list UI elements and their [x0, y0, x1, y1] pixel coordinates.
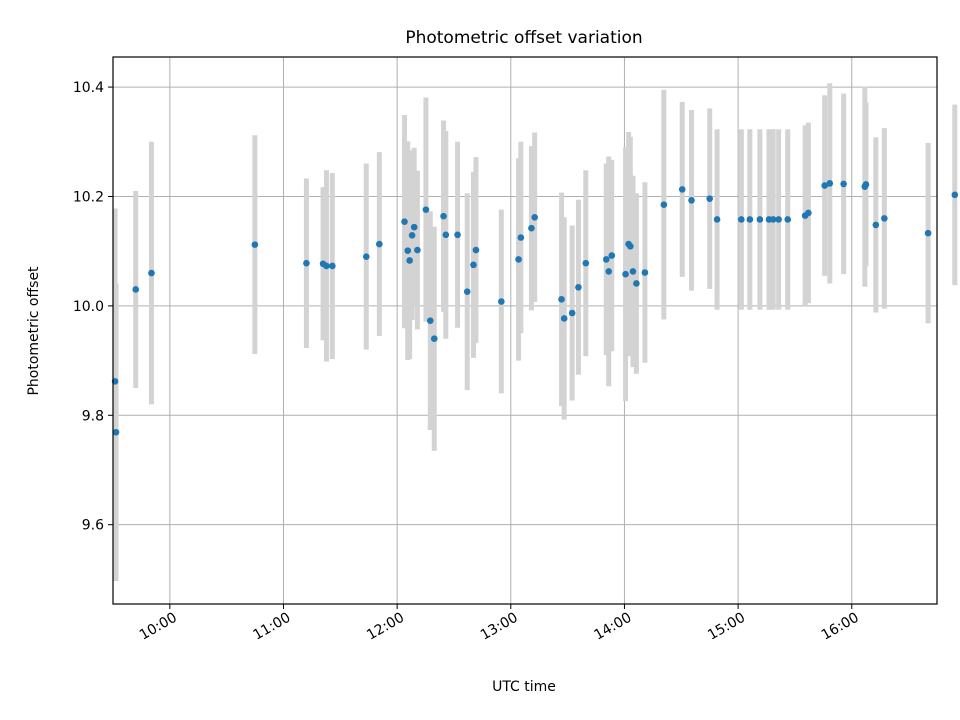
data-point [568, 309, 576, 317]
data-point [881, 215, 888, 222]
data-point [558, 296, 565, 303]
data-point [442, 231, 450, 239]
data-point [251, 241, 259, 248]
x-tick-label: 15:00 [705, 610, 748, 644]
data-point [414, 246, 421, 254]
x-tick-label: 13:00 [478, 610, 521, 644]
data-point [951, 191, 959, 199]
data-point [862, 181, 870, 188]
y-tick-label: 10.2 [73, 189, 104, 205]
data-point [303, 259, 310, 267]
data-point [323, 262, 330, 270]
x-tick-label: 10:00 [137, 610, 180, 644]
data-point [678, 186, 686, 193]
data-point [404, 247, 412, 254]
data-points [111, 180, 959, 436]
data-point [376, 240, 383, 248]
y-tick-label: 10.4 [73, 80, 104, 96]
data-point [633, 280, 640, 287]
data-point [454, 231, 461, 239]
data-point [575, 283, 582, 291]
data-point [401, 218, 408, 225]
x-tick-label: 14:00 [591, 610, 634, 644]
data-point [440, 212, 447, 220]
data-point [528, 224, 535, 232]
data-point [362, 253, 370, 260]
data-point [805, 209, 812, 217]
axes-frame [112, 56, 938, 605]
error-bars [112, 83, 958, 582]
x-axis-label: UTC time [492, 679, 556, 695]
data-point [472, 246, 480, 254]
data-point [784, 216, 792, 223]
data-point [410, 223, 418, 231]
data-point [517, 234, 525, 241]
data-point [775, 216, 782, 223]
data-point [406, 257, 413, 264]
data-point [463, 288, 471, 295]
data-point [329, 262, 336, 270]
data-point [713, 216, 721, 223]
data-point [112, 428, 120, 436]
data-point [746, 216, 754, 223]
data-point [660, 201, 668, 208]
data-point [582, 259, 590, 267]
x-tick-label: 11:00 [251, 610, 294, 644]
data-point [641, 269, 649, 276]
data-point [605, 268, 613, 275]
data-point [426, 317, 434, 324]
data-point [826, 180, 834, 187]
data-point [872, 221, 880, 229]
data-point [531, 213, 538, 221]
data-point [148, 269, 155, 277]
data-point [769, 216, 777, 223]
data-point [515, 256, 522, 263]
y-axis-label: Photometric offset [26, 266, 42, 396]
data-point [627, 242, 634, 250]
data-point [422, 206, 430, 213]
data-point [756, 216, 764, 223]
x-tick-label: 16:00 [819, 610, 862, 644]
chart-title: Photometric offset variation [405, 28, 642, 48]
data-point [821, 182, 828, 189]
data-point [498, 298, 505, 305]
data-point [470, 261, 477, 269]
data-point [924, 229, 932, 237]
data-point [602, 256, 610, 263]
grid [113, 57, 937, 604]
data-point [430, 335, 438, 343]
data-point [706, 195, 713, 202]
data-point [608, 252, 616, 259]
data-point [408, 232, 416, 239]
data-point [688, 197, 695, 204]
x-tick-label: 12:00 [364, 610, 407, 644]
data-point [629, 268, 637, 275]
y-tick-label: 9.8 [82, 408, 104, 424]
data-point [840, 180, 847, 188]
data-point [132, 286, 140, 293]
data-point [738, 216, 745, 223]
data-point [622, 270, 629, 278]
y-tick-label: 10.0 [73, 299, 104, 315]
data-point [560, 315, 568, 322]
y-tick-label: 9.6 [82, 518, 104, 534]
